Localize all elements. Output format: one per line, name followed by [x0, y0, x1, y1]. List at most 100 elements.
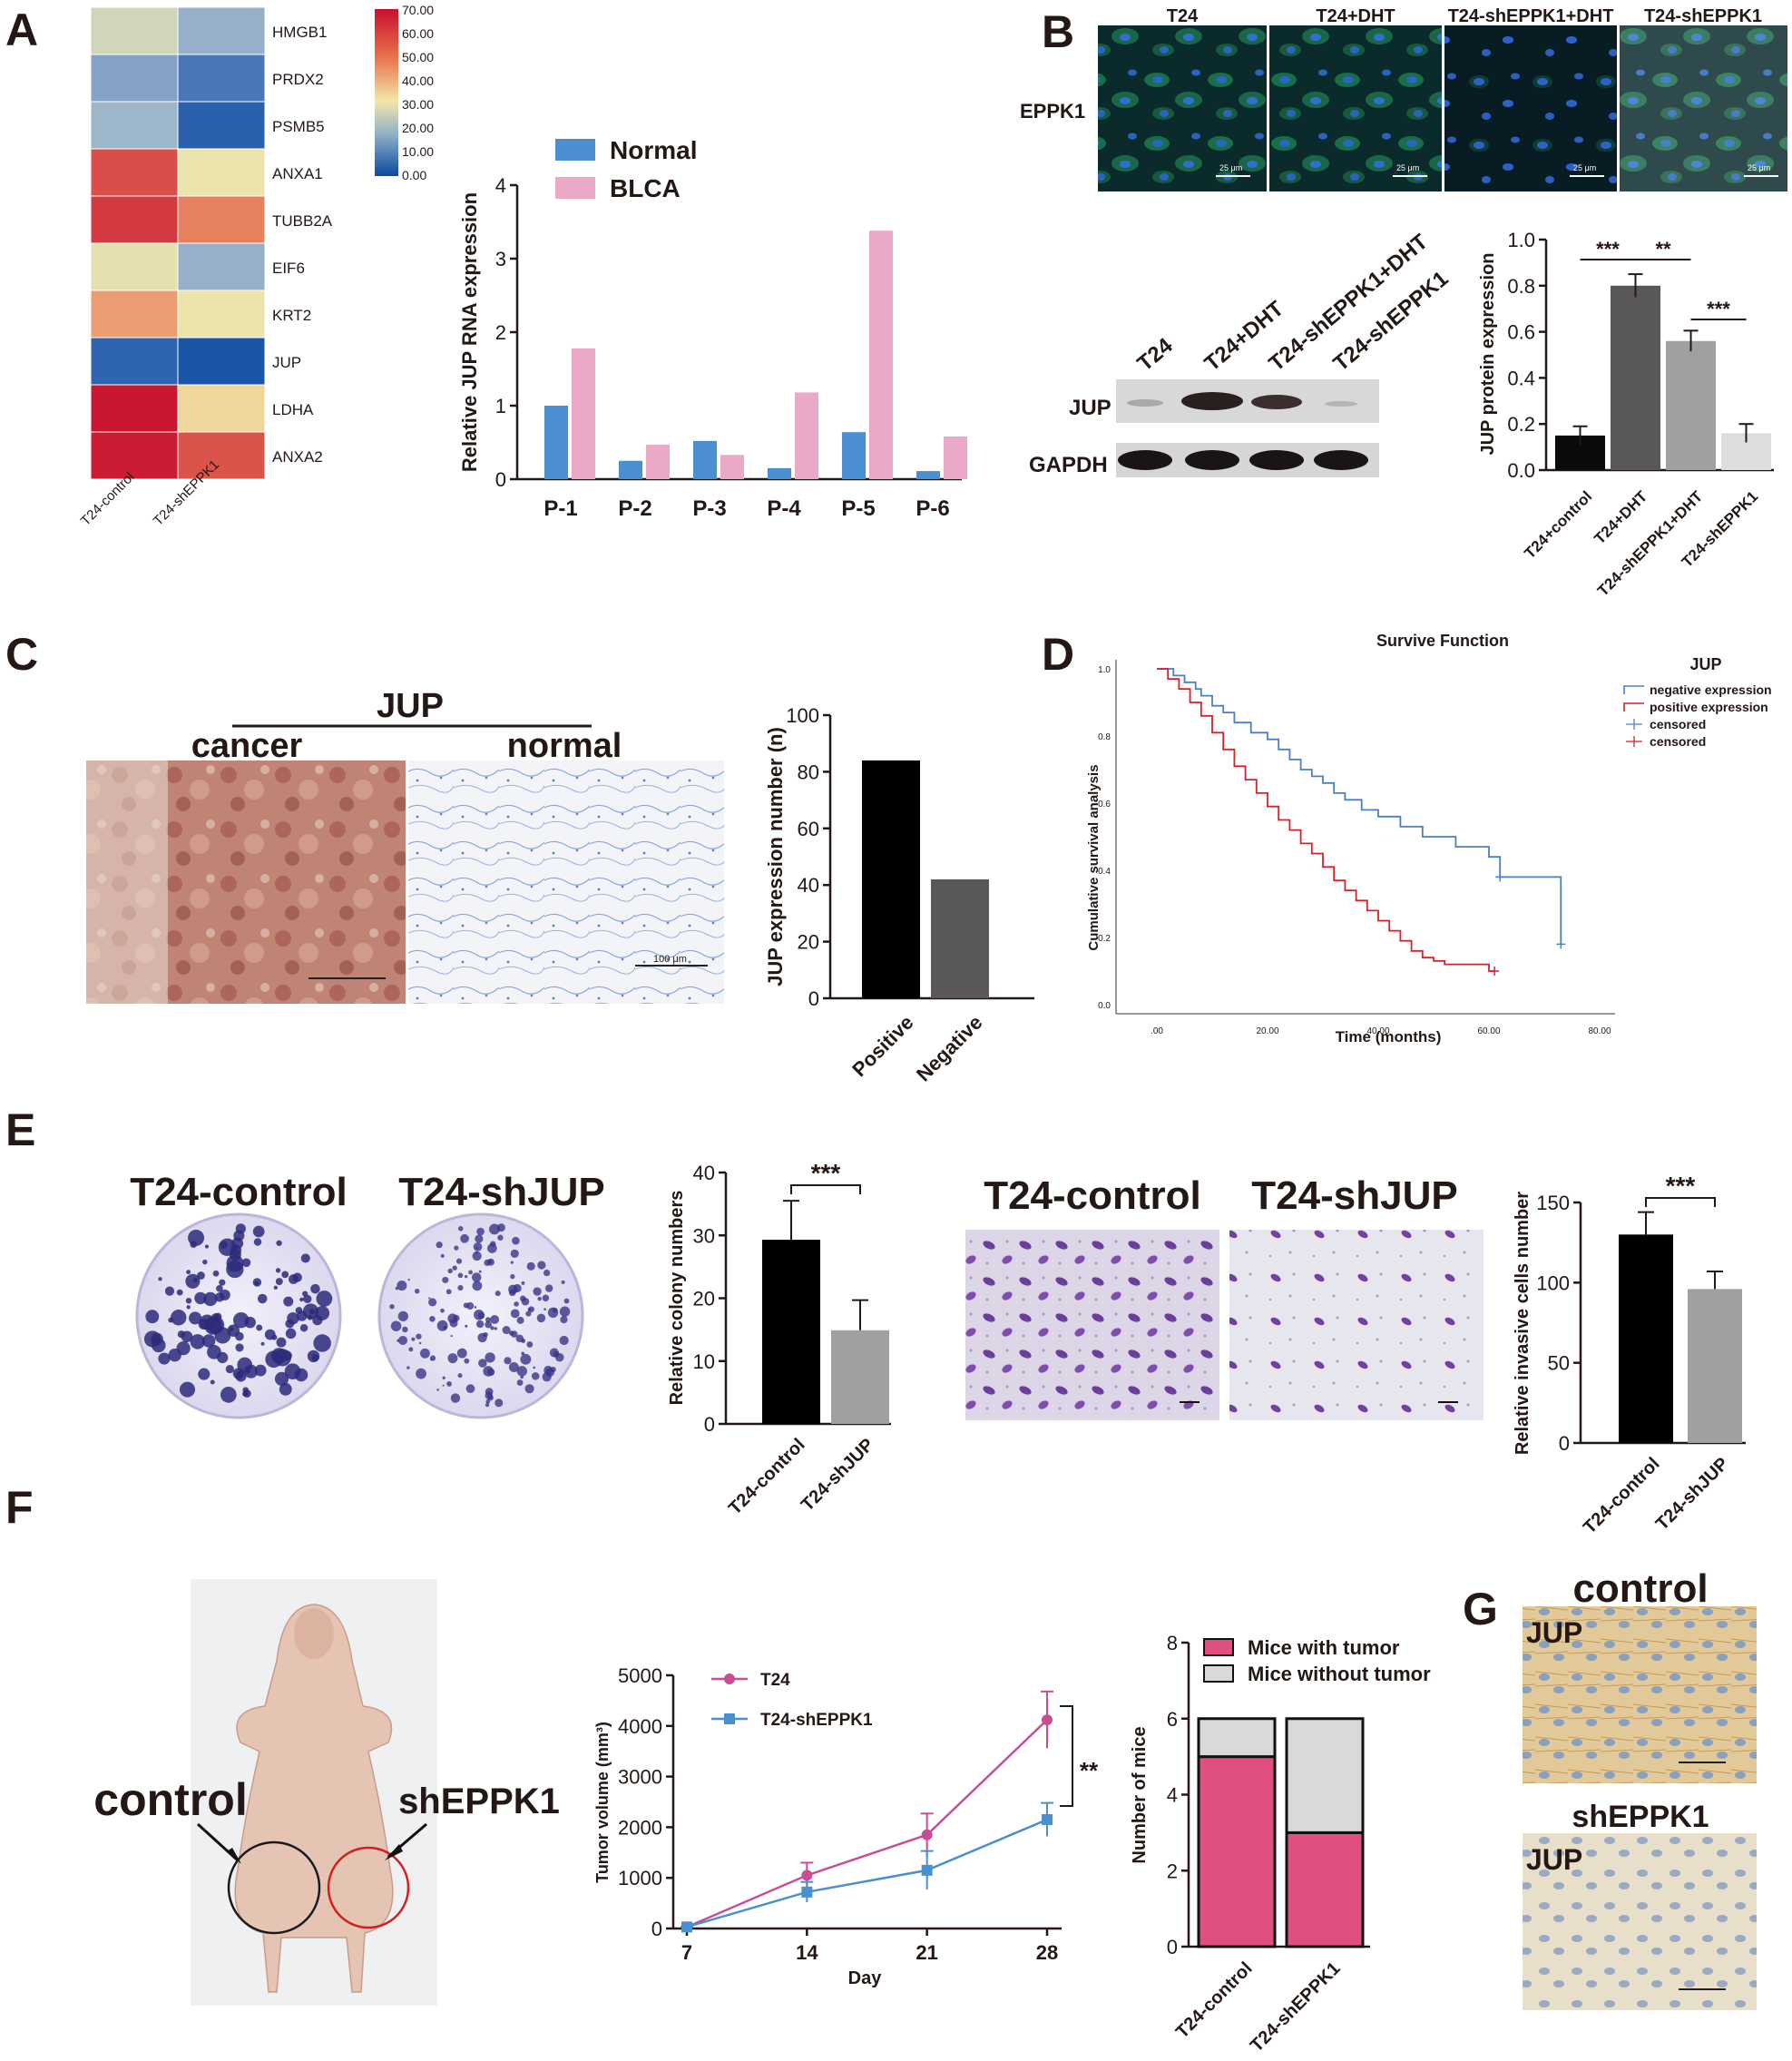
colony — [189, 1311, 202, 1325]
colony — [188, 1229, 205, 1246]
colony — [495, 1291, 501, 1297]
panel-label-g: G — [1463, 1584, 1498, 1634]
panel-label-c: C — [5, 629, 38, 680]
heatmap-cell — [90, 195, 179, 244]
colony — [252, 1278, 262, 1287]
ihc-cancer-stroma — [86, 761, 168, 1004]
sig-bracket — [790, 1184, 861, 1194]
sig-stars: *** — [811, 1159, 841, 1187]
x-tick-label: 7 — [681, 1941, 692, 1964]
sig-stars: ** — [1655, 238, 1671, 260]
x-tick-label: T24-shEPPK1+DHT — [1594, 487, 1707, 600]
colony — [253, 1238, 262, 1246]
y-tick-label: 6 — [1167, 1708, 1178, 1731]
ihc-g-control — [1523, 1606, 1757, 1783]
heatmap-cell — [177, 384, 266, 433]
colony — [274, 1371, 289, 1386]
y-tick-label: 1.0 — [1507, 229, 1535, 251]
panel-label-d: D — [1042, 629, 1074, 680]
y-axis-label: Tumor volume (mm³) — [593, 1722, 612, 1883]
colony — [489, 1223, 500, 1235]
y-axis-label: Cumulative survival analysis — [1086, 764, 1102, 950]
ihc-g-sheppk1 — [1523, 1833, 1757, 2010]
x-tick-label: 21 — [916, 1941, 937, 1964]
band — [1325, 401, 1357, 407]
colony — [395, 1287, 398, 1291]
colony — [521, 1351, 525, 1356]
colony — [485, 1317, 491, 1323]
blot-labels: T24 T24+DHTT24-shEPPK1+DHTT24-shEPPK1JUPG… — [1029, 230, 1453, 477]
survival-curve — [1157, 668, 1495, 972]
colony — [186, 1270, 191, 1275]
legend-marker — [724, 1713, 735, 1724]
colony — [471, 1272, 482, 1282]
sig-stars: *** — [1666, 1172, 1696, 1200]
bar-blca — [869, 231, 893, 479]
legend-line — [1623, 702, 1644, 712]
stacked-bar — [1197, 1717, 1277, 1759]
colony — [281, 1271, 289, 1279]
if-image-t24 — [1098, 25, 1267, 191]
heatmap-cell — [177, 242, 266, 291]
colony — [514, 1301, 519, 1307]
scale-text: 25 μm — [1219, 163, 1242, 172]
colonies — [143, 1223, 571, 1408]
colony — [464, 1358, 470, 1364]
heatmap-row-label: KRT2 — [272, 307, 311, 324]
colony — [552, 1307, 558, 1313]
colony — [508, 1362, 519, 1372]
panel-label-e: E — [5, 1104, 35, 1155]
colorbar-tick-label: 40.00 — [402, 74, 434, 88]
y-tick-label: 0 — [704, 1413, 715, 1436]
legend-label: Mice with tumor — [1248, 1636, 1400, 1659]
g-labels: control shEPPK1 JUP JUP — [1526, 1566, 1709, 1876]
legend-label: Normal — [610, 136, 697, 164]
scale-text: 100 μm — [653, 954, 687, 965]
x-tick-label: T24-control — [1580, 1454, 1664, 1538]
colony — [287, 1311, 299, 1325]
x-tick-label: P-4 — [767, 496, 801, 521]
colony-dishes — [135, 1212, 584, 1419]
heatmap-row-label: ANXA2 — [272, 448, 323, 466]
colony — [179, 1381, 196, 1398]
colony — [212, 1270, 220, 1277]
colony — [176, 1289, 183, 1296]
colony — [476, 1227, 485, 1236]
colorbar-tick-label: 50.00 — [402, 50, 434, 64]
bar — [1619, 1234, 1673, 1443]
colony — [219, 1279, 226, 1286]
colony — [158, 1352, 171, 1365]
ihc-normal-image — [408, 761, 724, 1004]
legend-label: Mice without tumor — [1248, 1663, 1431, 1685]
colorbar-tick-label: 10.00 — [402, 144, 434, 159]
colony — [416, 1333, 422, 1340]
colony — [299, 1324, 308, 1332]
y-tick-label: 40 — [693, 1162, 715, 1184]
marker — [801, 1870, 813, 1881]
chart-title: Survive Function — [1376, 632, 1509, 650]
colony — [510, 1261, 514, 1264]
heatmap-cell — [177, 195, 266, 244]
colony-label: T24-control — [130, 1170, 348, 1214]
colony — [465, 1324, 468, 1328]
colony — [397, 1335, 408, 1346]
colony — [554, 1352, 564, 1362]
colony — [483, 1366, 494, 1377]
colony — [457, 1226, 464, 1232]
colorbar-gradient — [375, 9, 398, 176]
colony — [475, 1246, 478, 1250]
colony — [497, 1234, 504, 1241]
y-tick-label: 4 — [1167, 1784, 1178, 1807]
bar — [1611, 285, 1660, 470]
legend-label: T24-shEPPK1 — [760, 1711, 873, 1730]
legend-swatch — [555, 177, 595, 199]
colony — [430, 1358, 433, 1361]
band — [1127, 399, 1163, 407]
tumor-volume-chart: 0 1000 2000 3000 4000 5000 7 14 21 28 Day Tumor vol… — [593, 1664, 1099, 1988]
legend-label: censored — [1650, 717, 1706, 731]
bar-normal — [619, 460, 642, 479]
if-title: T24+DHT — [1316, 6, 1395, 26]
colony — [526, 1341, 534, 1348]
ihc-title: JUP — [377, 687, 444, 725]
